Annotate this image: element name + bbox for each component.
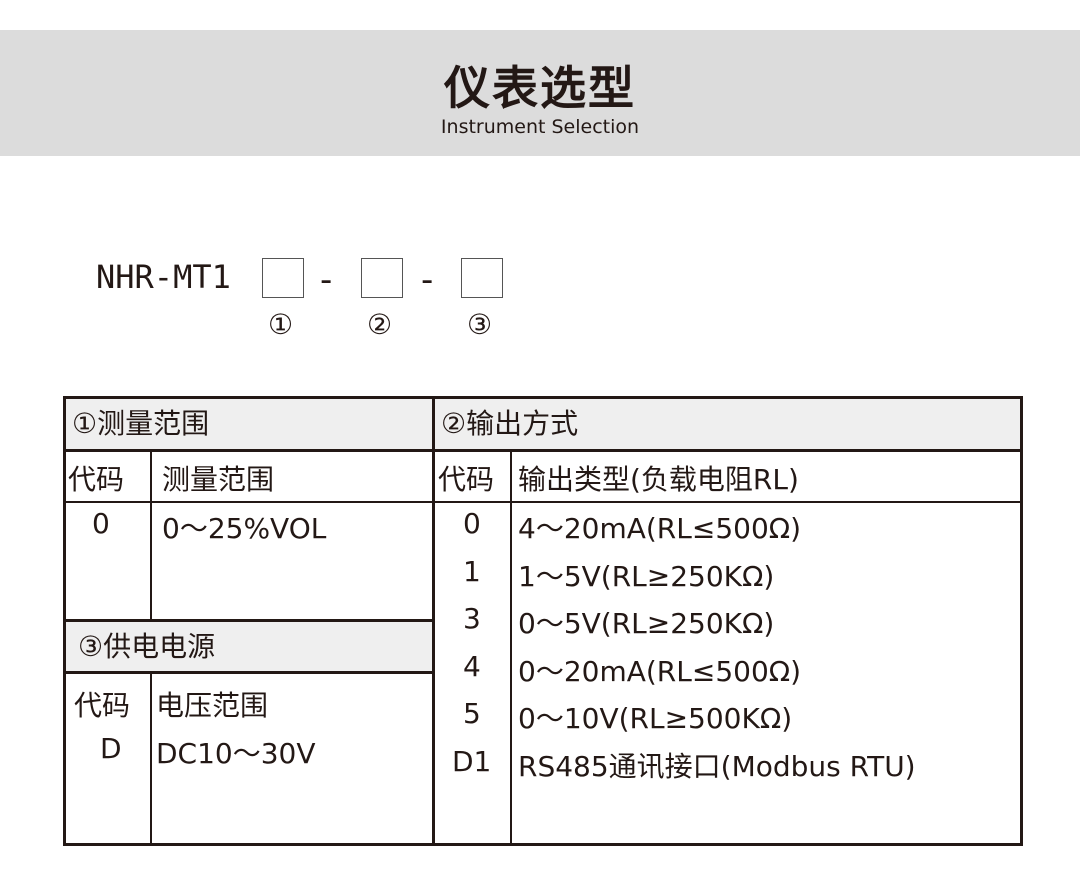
- page-title: 仪表选型: [444, 61, 636, 115]
- separator: -: [320, 260, 333, 300]
- output-value: RS485通讯接口(Modbus RTU): [518, 749, 916, 783]
- output-value: 0～20mA(RL≤500Ω): [518, 654, 802, 688]
- output-value: 4～20mA(RL≤500Ω): [518, 512, 802, 545]
- power-header: ③供电电源: [66, 622, 432, 672]
- slot-box-2: [361, 258, 403, 298]
- output-value: 0～10V(RL≥500KΩ): [518, 702, 793, 735]
- model-prefix: NHR-MT1: [96, 258, 231, 296]
- range-header: ①测量范围: [66, 399, 432, 450]
- separator: -: [421, 260, 434, 300]
- range-col-value: 测量范围: [162, 463, 275, 496]
- page-subtitle: Instrument Selection: [440, 116, 640, 138]
- power-value: DC10～30V: [156, 737, 316, 770]
- output-code: D1: [452, 744, 492, 778]
- output-code: 1: [463, 554, 481, 588]
- slot-label-2: ②: [367, 308, 393, 341]
- output-code: 3: [463, 602, 481, 635]
- range-col-code: 代码: [68, 463, 125, 496]
- range-code: 0: [92, 507, 110, 540]
- slot-box-3: [461, 258, 503, 298]
- slot-box-1: [262, 258, 304, 298]
- range-value: 0～25%VOL: [162, 512, 327, 545]
- power-col-code: 代码: [74, 689, 131, 722]
- output-header: ②输出方式: [435, 399, 1020, 449]
- output-code: 0: [463, 507, 481, 540]
- power-col-value: 电压范围: [156, 689, 269, 722]
- slot-label-1: ①: [268, 308, 294, 341]
- output-value: 0～5V(RL≥250KΩ): [518, 607, 775, 640]
- output-col-code: 代码: [438, 463, 495, 496]
- slot-label-3: ③: [467, 308, 493, 341]
- output-code: 4: [463, 649, 481, 683]
- output-code: 5: [463, 697, 481, 730]
- header-band: [0, 30, 1080, 156]
- selection-table: [63, 396, 1023, 846]
- output-col-value: 输出类型(负载电阻RL): [518, 463, 799, 496]
- power-code: D: [100, 732, 122, 765]
- output-value: 1～5V(RL≥250KΩ): [518, 559, 775, 593]
